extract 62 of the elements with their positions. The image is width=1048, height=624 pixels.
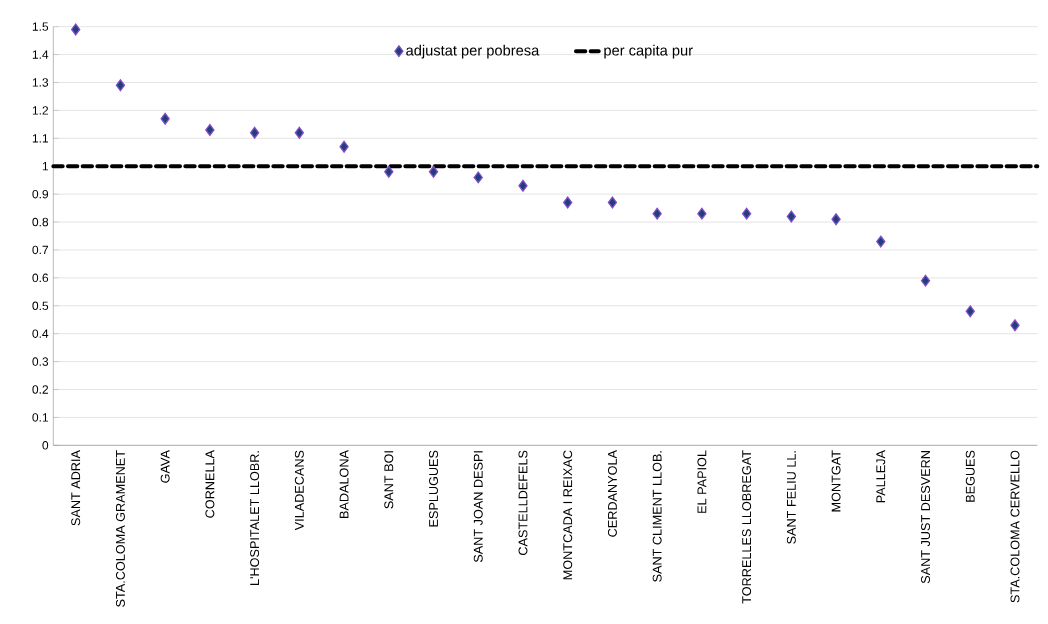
y-tick-label: 0.4 (32, 329, 49, 338)
point (786, 210, 797, 223)
point (384, 165, 394, 178)
point (473, 171, 483, 184)
y-tick-label: 0.2 (32, 385, 49, 394)
point (249, 126, 260, 139)
x-tick-label: CERDANYOLA (607, 450, 617, 537)
y-tick-label: 0.7 (32, 245, 49, 255)
x-tick-label: CORNELLA (205, 450, 215, 518)
point (428, 165, 439, 178)
point (205, 123, 215, 136)
point (652, 207, 662, 220)
x-tick-label: SANT ADRIA (71, 450, 81, 526)
x-tick-label: EL PAPIOL (697, 450, 707, 513)
x-tick-label: VILADECANS (294, 450, 304, 531)
x-tick-label: SANT FELIU LL. (786, 451, 796, 544)
y-tick-label: 1.3 (32, 78, 49, 87)
y-tick-label: 0.6 (32, 273, 49, 283)
x-tick-label: PALLEJA (876, 450, 886, 503)
x-tick-label: STA.COLOMA GRAMENET (115, 450, 125, 607)
point (965, 305, 975, 318)
legend-label: adjustat per pobresa (406, 44, 540, 59)
x-tick-label: BEGUES (965, 450, 975, 502)
point (831, 213, 841, 226)
y-tick-label: 0 (42, 441, 49, 450)
x-tick-label: MONTGAT (831, 450, 841, 512)
x-tick-label: SANT JUST DESVERN (921, 451, 931, 584)
point (518, 179, 528, 192)
point (160, 112, 170, 125)
y-tick-label: 0.9 (32, 189, 49, 199)
legend-label: per capita pur (604, 44, 693, 59)
x-tick-label: CASTELLDEFELS (518, 450, 528, 555)
x-tick-label: L'HOSPITALET LLOBR. (250, 451, 260, 585)
x-tick-label: GAVA (160, 450, 170, 483)
x-tick-label: MONTCADA I REIXAC (563, 450, 573, 580)
point (563, 196, 573, 209)
x-tick-label: ESPLUGUES (429, 450, 439, 527)
y-tick-label: 0.1 (32, 413, 49, 422)
x-tick-label: SANT CLIMENT LLOB. (652, 451, 662, 582)
y-tick-label: 1 (42, 162, 49, 171)
y-tick-label: 1.1 (32, 134, 49, 143)
point (294, 126, 305, 139)
point (71, 23, 81, 36)
point (115, 79, 126, 92)
y-tick-label: 0.3 (32, 357, 49, 366)
point (741, 207, 752, 220)
x-tick-label: TORRELLES LLOBREGAT (742, 450, 752, 604)
y-tick-label: 1.2 (32, 106, 49, 115)
point (607, 196, 618, 209)
x-tick-label: SANT BOI (384, 451, 394, 509)
y-tick-label: 1.4 (32, 50, 49, 59)
y-tick-label: 1.5 (32, 22, 49, 31)
y-tick-label: 0.8 (32, 217, 49, 227)
y-tick-label: 0.5 (32, 301, 49, 311)
point (876, 235, 886, 248)
x-tick-label: SANT JOAN DESPI (473, 451, 483, 563)
x-tick-label: STA.COLOMA CERVELLO (1010, 450, 1020, 603)
point (1010, 319, 1020, 332)
point (697, 207, 707, 220)
point (339, 140, 349, 153)
x-tick-label: BADALONA (339, 450, 349, 518)
point (920, 274, 931, 287)
